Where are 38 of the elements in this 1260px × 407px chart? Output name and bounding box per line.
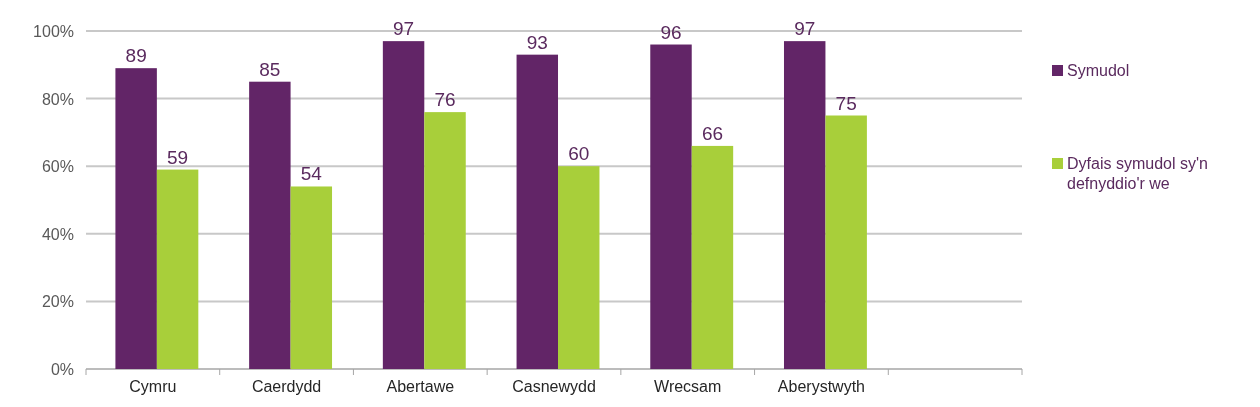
x-tick-label: Casnewydd bbox=[512, 378, 596, 395]
bar bbox=[156, 169, 199, 369]
bar bbox=[424, 112, 466, 369]
bar bbox=[825, 115, 867, 369]
data-label: 93 bbox=[526, 31, 548, 53]
data-label: 54 bbox=[300, 163, 323, 185]
bar bbox=[783, 41, 826, 369]
x-tick-label: Aberystwyth bbox=[777, 378, 865, 395]
data-label: 97 bbox=[794, 18, 816, 40]
data-label: 76 bbox=[434, 89, 456, 111]
data-label: 97 bbox=[393, 18, 415, 40]
bar bbox=[382, 41, 425, 369]
bar bbox=[290, 186, 333, 369]
data-label: 60 bbox=[568, 143, 590, 165]
bar bbox=[249, 81, 291, 369]
y-tick-label: 60% bbox=[41, 158, 74, 176]
x-tick-label: Abertawe bbox=[386, 378, 455, 395]
data-label: 96 bbox=[660, 21, 682, 43]
legend-label: Symudol bbox=[1067, 62, 1130, 79]
data-label: 75 bbox=[835, 92, 857, 114]
data-label: 59 bbox=[167, 146, 189, 168]
y-tick-label: 20% bbox=[41, 293, 74, 311]
data-label: 66 bbox=[701, 122, 724, 144]
bar bbox=[691, 145, 734, 369]
y-tick-label: 40% bbox=[41, 225, 74, 243]
x-tick-label: Cymru bbox=[129, 378, 177, 395]
y-tick-label: 80% bbox=[41, 90, 74, 108]
bar bbox=[516, 54, 559, 369]
bar bbox=[115, 68, 157, 369]
bar bbox=[650, 44, 692, 369]
x-tick-label: Wrecsam bbox=[654, 378, 722, 395]
data-label: 85 bbox=[259, 58, 281, 80]
x-tick-label: Caerdydd bbox=[251, 378, 322, 395]
data-label: 89 bbox=[125, 45, 147, 67]
legend-label: Dyfais symudol sy'n defnyddio'r we bbox=[1067, 155, 1208, 192]
bar bbox=[558, 166, 600, 369]
y-tick-label: 100% bbox=[33, 23, 74, 40]
y-tick-label: 0% bbox=[50, 361, 74, 378]
